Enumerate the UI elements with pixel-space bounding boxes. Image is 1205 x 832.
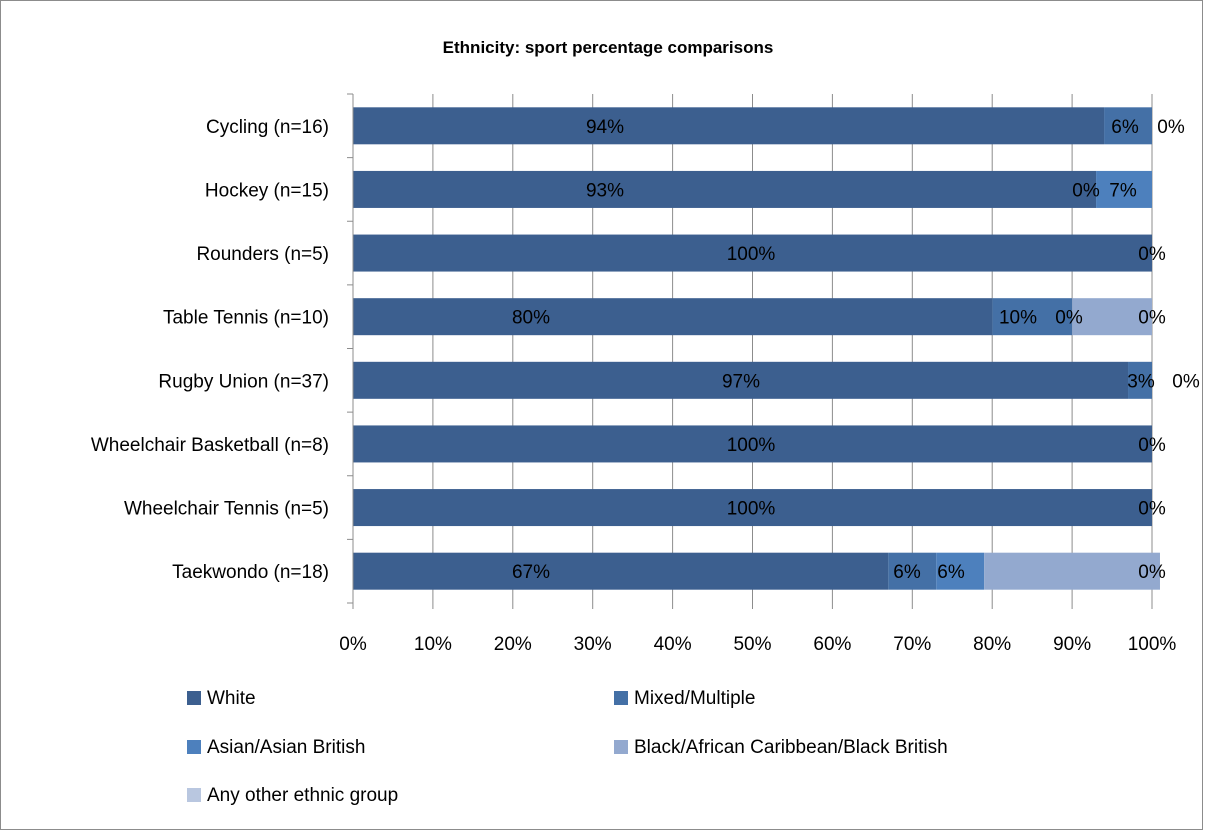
legend-swatch [614, 691, 628, 705]
category-label: Rugby Union (n=37) [158, 371, 329, 392]
category-label: Taekwondo (n=18) [172, 562, 329, 583]
data-label: 6% [1111, 117, 1139, 138]
data-label: 10% [999, 308, 1037, 329]
data-label: 0% [1072, 180, 1100, 201]
data-label: 6% [893, 562, 921, 583]
data-label: 97% [722, 371, 760, 392]
bar-segment [888, 552, 937, 590]
data-label: 0% [1138, 562, 1166, 583]
data-label: 0% [1172, 371, 1200, 392]
data-label: 0% [1138, 435, 1166, 456]
data-label: 0% [1138, 244, 1166, 265]
x-tick-label: 80% [973, 634, 1011, 655]
bar-segment [353, 298, 993, 336]
legend-swatch [614, 740, 628, 754]
gridlines [432, 94, 1153, 603]
data-label: 0% [1055, 308, 1083, 329]
x-tick-label: 50% [733, 634, 771, 655]
x-tick-label: 100% [1128, 634, 1177, 655]
data-labels: 94% 6% 0% 93% 0% 7% 100% 0% 80% 10% 0% 0% 97% 3% 0% 100… [512, 117, 1200, 583]
legend-label: Black/African Caribbean/Black British [634, 737, 948, 758]
data-label: 6% [937, 562, 965, 583]
bar-segment [1128, 361, 1152, 399]
axes: 0% 10% 20% 30% 40% 50% 60% 70% 80% 90% 100% Cycling… [91, 93, 1177, 655]
x-tick-label: 40% [654, 634, 692, 655]
plot-area [353, 107, 1160, 590]
data-label: 67% [512, 562, 550, 583]
data-label: 100% [727, 499, 776, 520]
bar-segment [992, 298, 1073, 336]
x-tick-label: 0% [339, 634, 367, 655]
category-label: Table Tennis (n=10) [163, 308, 329, 329]
bar-segment [353, 107, 1105, 145]
data-label: 100% [727, 244, 776, 265]
x-tick-label: 60% [813, 634, 851, 655]
bar-segment [984, 552, 1160, 590]
data-label: 3% [1127, 371, 1155, 392]
category-label: Rounders (n=5) [196, 244, 329, 265]
legend-swatch [187, 788, 201, 802]
data-label: 0% [1157, 117, 1185, 138]
data-label: 80% [512, 308, 550, 329]
bar-segment [353, 234, 1152, 272]
category-label: Hockey (n=15) [205, 180, 329, 201]
category-label: Wheelchair Tennis (n=5) [124, 499, 329, 520]
data-label: 93% [586, 180, 624, 201]
x-tick-label: 30% [574, 634, 612, 655]
bar-segment [1096, 170, 1152, 208]
legend-label: Asian/Asian British [207, 737, 365, 758]
data-label: 0% [1138, 308, 1166, 329]
data-label: 7% [1109, 180, 1137, 201]
bar-segment [353, 170, 1097, 208]
x-tick-label: 10% [414, 634, 452, 655]
legend-swatch [187, 740, 201, 754]
chart-title: Ethnicity: sport percentage comparisons [443, 38, 774, 57]
legend-swatch [187, 691, 201, 705]
bar-segment [1072, 298, 1152, 336]
bar-segment [353, 552, 889, 590]
x-tick-label: 20% [494, 634, 532, 655]
x-tick-label: 90% [1053, 634, 1091, 655]
bar-segment [353, 489, 1152, 527]
bar-segment [1104, 107, 1152, 145]
bar-segment [353, 361, 1129, 399]
category-label: Wheelchair Basketball (n=8) [91, 435, 329, 456]
legend: White Mixed/Multiple Asian/Asian British Bl… [187, 688, 948, 806]
category-label: Cycling (n=16) [206, 117, 329, 138]
data-label: 94% [586, 117, 624, 138]
x-tick-label: 70% [893, 634, 931, 655]
bar-segment [353, 425, 1152, 463]
legend-label: Mixed/Multiple [634, 688, 755, 709]
legend-label: Any other ethnic group [207, 785, 398, 806]
data-label: 0% [1138, 499, 1166, 520]
legend-label: White [207, 688, 256, 709]
bar-segment [936, 552, 985, 590]
data-label: 100% [727, 435, 776, 456]
